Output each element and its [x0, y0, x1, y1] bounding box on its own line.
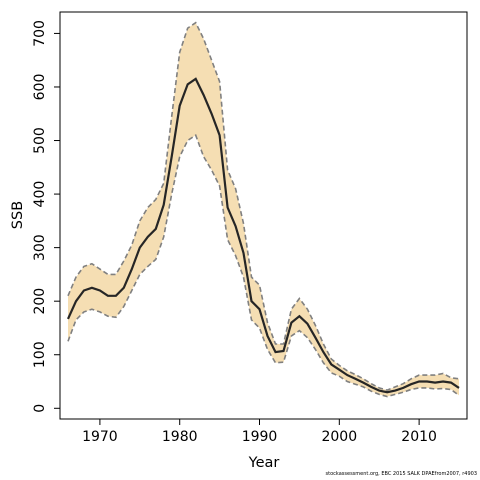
- y-tick-label: 0: [32, 404, 48, 413]
- x-tick-label: 2010: [401, 429, 437, 445]
- y-tick-label: 300: [32, 234, 48, 261]
- x-tick-label: 1970: [82, 429, 118, 445]
- x-tick-label: 1990: [242, 429, 278, 445]
- ssb-estimate-line: [66, 77, 460, 394]
- x-tick-label: 2000: [321, 429, 357, 445]
- y-tick-label: 500: [32, 127, 48, 154]
- y-axis-label: SSB: [10, 201, 26, 229]
- y-tick-label: 400: [32, 181, 48, 208]
- x-axis-label: Year: [248, 455, 280, 471]
- upper-bound-line: [67, 21, 460, 391]
- plot-area: [66, 21, 460, 398]
- y-tick-label: 600: [32, 74, 48, 101]
- lower-bound-line: [67, 133, 460, 398]
- plot-frame: [59, 11, 468, 420]
- y-tick-label: 700: [32, 20, 48, 47]
- axes: 1970 1980 1990 2000 2010 0 100 200 300 400 500 600 7…: [32, 11, 468, 445]
- y-tick-label: 100: [32, 341, 48, 368]
- y-tick-label: 200: [32, 288, 48, 315]
- x-tick-label: 1980: [162, 429, 198, 445]
- footnote: stockassessment.org, EBC 2015 SALK DPAEf…: [325, 471, 477, 477]
